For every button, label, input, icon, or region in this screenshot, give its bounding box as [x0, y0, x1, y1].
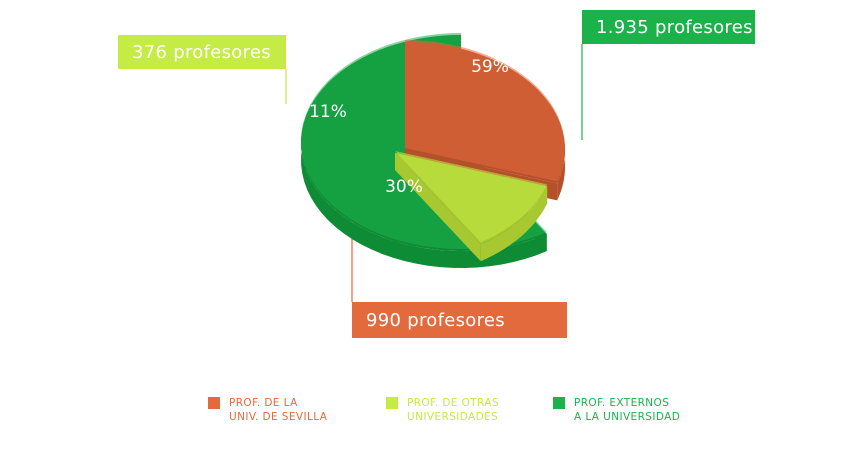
- callout-otras: 376 profesores: [118, 35, 286, 69]
- legend-item-otras: PROF. DE OTRAS UNIVERSIDADES: [386, 396, 499, 424]
- legend-label-otras: PROF. DE OTRAS UNIVERSIDADES: [407, 397, 499, 423]
- pie-slice-otras: [395, 151, 548, 262]
- percent-labels: 30% 11% 59%: [309, 57, 509, 197]
- legend-label-externos: PROF. EXTERNOS A LA UNIVERSIDAD: [574, 397, 681, 423]
- legend-item-externos: PROF. EXTERNOS A LA UNIVERSIDAD: [553, 396, 680, 424]
- pie-slice-sevilla: [405, 40, 565, 201]
- legend-swatch-externos: [553, 397, 565, 409]
- legend-swatch-sevilla: [208, 397, 220, 409]
- pie-slice-side-otras: [480, 186, 548, 262]
- pie-slices: [300, 33, 565, 268]
- percent-label-sevilla: 30%: [385, 177, 423, 197]
- leader-lines: [285, 44, 583, 302]
- count-label-externos: 1.935 profesores: [596, 16, 753, 38]
- callout-externos: 1.935 profesores: [582, 10, 755, 44]
- pie-slice-shade-otras: [395, 151, 548, 243]
- pie-slice-cut-otras-1: [395, 153, 481, 262]
- legend-item-sevilla: PROF. DE LA UNIV. DE SEVILLA: [208, 396, 327, 424]
- pie-slice-shade-sevilla: [405, 40, 565, 182]
- callout-sevilla: 990 profesores: [352, 302, 567, 338]
- percent-label-otras: 11%: [309, 102, 347, 122]
- count-label-sevilla: 990 profesores: [366, 309, 505, 331]
- percent-label-externos: 59%: [471, 57, 509, 77]
- count-label-otras: 376 profesores: [132, 41, 271, 63]
- pie-slice-side-externos: [301, 35, 547, 268]
- legend-swatch-otras: [386, 397, 398, 409]
- legend-label-sevilla: PROF. DE LA UNIV. DE SEVILLA: [229, 397, 328, 423]
